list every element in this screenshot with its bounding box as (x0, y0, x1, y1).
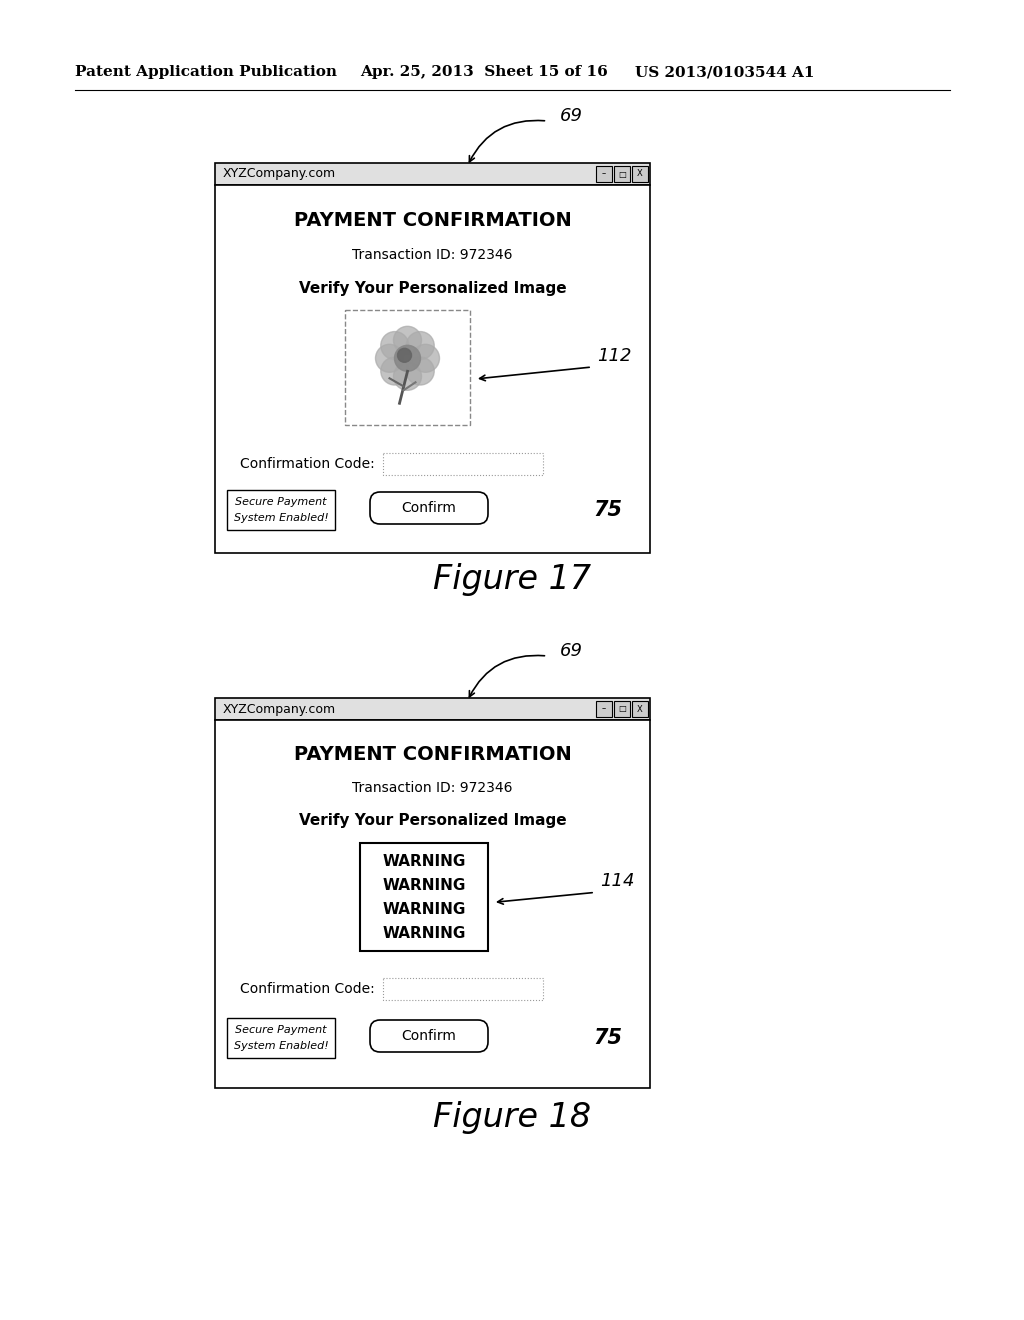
Bar (215, 719, 650, 1088)
Text: XYZCompany.com: XYZCompany.com (223, 702, 336, 715)
Text: Secure Payment: Secure Payment (236, 498, 327, 507)
Text: –: – (602, 705, 606, 714)
Text: WARNING: WARNING (382, 854, 466, 869)
Text: Verify Your Personalized Image: Verify Your Personalized Image (299, 281, 566, 296)
Text: Confirmation Code:: Confirmation Code: (241, 457, 375, 471)
Text: Patent Application Publication: Patent Application Publication (75, 65, 337, 79)
Text: 112: 112 (597, 347, 632, 366)
Text: 69: 69 (560, 642, 584, 660)
Text: Confirm: Confirm (401, 1030, 457, 1043)
Circle shape (381, 331, 409, 359)
Text: WARNING: WARNING (382, 925, 466, 940)
Text: WARNING: WARNING (382, 878, 466, 892)
Text: –: – (602, 169, 606, 178)
Circle shape (381, 356, 409, 385)
Circle shape (397, 348, 412, 362)
Text: 75: 75 (594, 500, 623, 520)
Bar (227, 1018, 335, 1059)
Bar (360, 843, 488, 950)
Text: Confirmation Code:: Confirmation Code: (241, 982, 375, 997)
Bar (215, 185, 650, 553)
Bar (632, 701, 648, 717)
Text: US 2013/0103544 A1: US 2013/0103544 A1 (635, 65, 814, 79)
Text: Transaction ID: 972346: Transaction ID: 972346 (352, 781, 513, 795)
Text: Transaction ID: 972346: Transaction ID: 972346 (352, 248, 513, 261)
Bar (215, 162, 650, 185)
Bar (632, 166, 648, 182)
Text: Figure 18: Figure 18 (433, 1101, 591, 1134)
Text: XYZCompany.com: XYZCompany.com (223, 168, 336, 181)
Text: PAYMENT CONFIRMATION: PAYMENT CONFIRMATION (294, 210, 571, 230)
Circle shape (412, 345, 439, 372)
Text: 114: 114 (600, 873, 635, 891)
Bar (215, 698, 650, 719)
Bar (383, 453, 543, 475)
Bar (383, 978, 543, 1001)
Bar (596, 701, 612, 717)
Bar (614, 166, 630, 182)
Text: WARNING: WARNING (382, 902, 466, 916)
Bar (345, 310, 470, 425)
Text: System Enabled!: System Enabled! (233, 513, 329, 523)
Text: PAYMENT CONFIRMATION: PAYMENT CONFIRMATION (294, 746, 571, 764)
Text: Figure 17: Figure 17 (433, 564, 591, 597)
Text: □: □ (618, 169, 626, 178)
Bar (227, 490, 335, 531)
Text: □: □ (618, 705, 626, 714)
Text: 69: 69 (560, 107, 584, 125)
Circle shape (393, 362, 422, 391)
Circle shape (394, 346, 421, 371)
Circle shape (393, 326, 422, 354)
Text: System Enabled!: System Enabled! (233, 1041, 329, 1051)
FancyBboxPatch shape (370, 1020, 488, 1052)
Text: X: X (637, 705, 643, 714)
Text: 75: 75 (594, 1028, 623, 1048)
Text: X: X (637, 169, 643, 178)
Text: Apr. 25, 2013  Sheet 15 of 16: Apr. 25, 2013 Sheet 15 of 16 (360, 65, 608, 79)
Text: Secure Payment: Secure Payment (236, 1026, 327, 1035)
Text: Verify Your Personalized Image: Verify Your Personalized Image (299, 813, 566, 828)
Circle shape (376, 345, 403, 372)
FancyBboxPatch shape (370, 492, 488, 524)
Bar (596, 166, 612, 182)
Circle shape (407, 331, 434, 359)
Text: Confirm: Confirm (401, 502, 457, 515)
Circle shape (407, 356, 434, 385)
Bar (614, 701, 630, 717)
